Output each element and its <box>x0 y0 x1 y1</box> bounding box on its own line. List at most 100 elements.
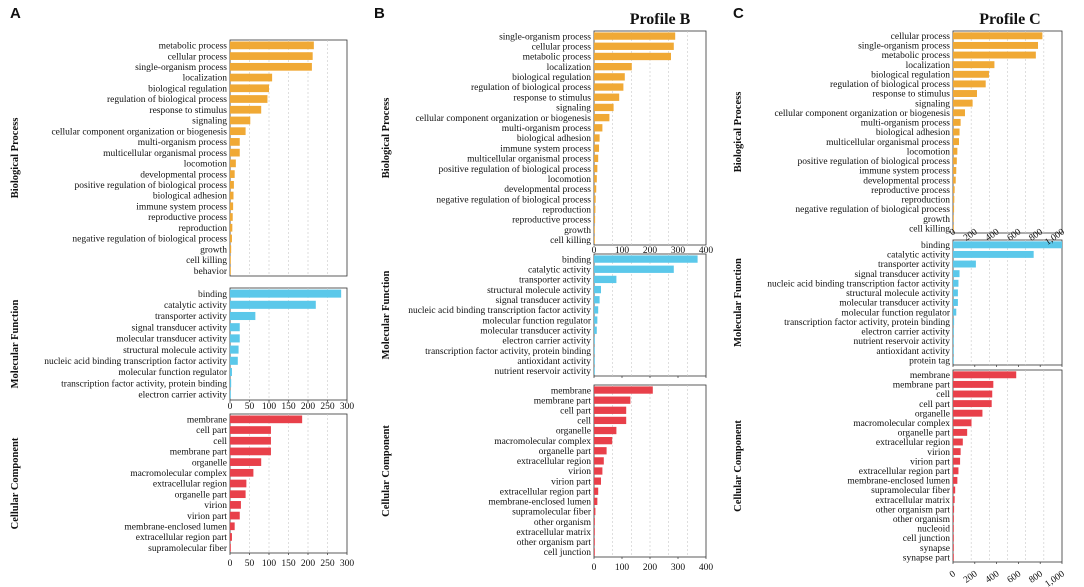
bar <box>230 95 268 103</box>
category-label: response to stimulus <box>872 90 950 100</box>
bar <box>594 103 614 112</box>
category-label: metabolic process <box>882 51 951 61</box>
bar <box>953 61 995 69</box>
category-label: other organism part <box>876 505 951 515</box>
bar <box>594 255 698 263</box>
category-label: response to stimulus <box>149 106 227 116</box>
category-label: locomotion <box>184 160 228 170</box>
tick-label: 0 <box>592 563 597 573</box>
category-label: positive regulation of biological proces… <box>798 156 951 167</box>
bar <box>953 41 1039 49</box>
bar <box>594 205 596 214</box>
bar <box>230 323 240 332</box>
tick-label: 200 <box>301 559 316 569</box>
bar <box>594 215 596 224</box>
category-label: localization <box>183 74 228 84</box>
section-label: Molecular Function <box>381 270 392 359</box>
category-label: behavior <box>194 267 228 277</box>
category-label: organelle part <box>898 429 951 439</box>
bar <box>953 476 958 484</box>
bar <box>953 157 957 165</box>
category-label: biological adhesion <box>517 134 591 144</box>
category-label: reproductive process <box>871 186 950 196</box>
category-label: molecular transducer activity <box>480 326 591 336</box>
category-label: structural molecule activity <box>123 346 227 356</box>
tick-label: 300 <box>671 246 686 256</box>
bar <box>230 501 241 509</box>
bar <box>594 195 596 203</box>
tick-label: 0 <box>228 559 233 569</box>
category-label: cellular component organization or bioge… <box>774 109 950 119</box>
bar <box>230 159 236 168</box>
bar <box>953 138 959 146</box>
bar <box>953 147 958 155</box>
section-label: Molecular Function <box>10 299 21 388</box>
bar <box>594 538 595 546</box>
bar <box>953 205 955 213</box>
bar <box>230 138 240 146</box>
category-label: organelle part <box>175 490 228 500</box>
category-label: other organism <box>534 518 592 528</box>
category-label: developmental process <box>504 185 591 195</box>
category-label: virion <box>927 448 950 458</box>
category-label: cell killing <box>909 224 950 234</box>
category-label: nucleic acid binding transcription facto… <box>767 278 950 289</box>
category-label: membrane-enclosed lumen <box>488 498 591 508</box>
bar <box>230 367 232 377</box>
category-label: extracellular matrix <box>516 528 591 538</box>
tick-label: 400 <box>699 563 714 573</box>
category-label: macromolecular complex <box>853 419 950 429</box>
bar <box>594 336 595 345</box>
tick-label: 100 <box>615 563 630 573</box>
bar <box>953 347 954 355</box>
category-label: signaling <box>556 104 591 114</box>
tick-label: 50 <box>245 559 255 569</box>
category-label: locomotion <box>548 175 592 185</box>
section-label: Biological Process <box>733 92 744 173</box>
bar <box>953 356 954 364</box>
category-label: signaling <box>192 117 227 127</box>
bar <box>230 84 269 93</box>
bar <box>953 90 977 97</box>
bar <box>594 113 610 122</box>
bar <box>230 202 234 211</box>
category-label: cellular component organization or bioge… <box>51 127 227 137</box>
bar <box>230 105 262 114</box>
bar <box>230 311 256 321</box>
category-label: extracellular region part <box>136 533 228 543</box>
bar <box>953 99 973 107</box>
bar <box>953 400 992 408</box>
category-label: extracellular region <box>876 438 950 448</box>
bar <box>230 390 231 399</box>
category-label: reproductive process <box>512 216 591 226</box>
category-label: extracellular region part <box>859 467 951 477</box>
category-label: molecular function regulator <box>841 307 951 318</box>
bar <box>953 279 959 287</box>
category-label: virion part <box>910 457 950 467</box>
tick-label: 150 <box>281 402 296 412</box>
category-label: antioxidant activity <box>517 357 591 367</box>
category-label: catalytic activity <box>164 301 227 311</box>
bar <box>953 524 954 532</box>
category-label: organelle part <box>539 447 592 457</box>
bar <box>230 543 231 552</box>
category-label: virion part <box>187 512 227 522</box>
bar <box>953 215 954 223</box>
bar <box>953 260 976 268</box>
section-label: Cellular Component <box>381 425 392 517</box>
bar <box>953 167 957 174</box>
bar <box>594 296 600 304</box>
tick-label: 800 <box>1028 569 1046 586</box>
bar <box>594 367 595 375</box>
panel-title: Profile B <box>630 11 691 28</box>
category-label: cellular process <box>891 32 951 42</box>
category-label: molecular function regulator <box>482 315 592 326</box>
bar <box>953 327 954 335</box>
section-label: Biological Process <box>381 98 392 179</box>
tick-label: 600 <box>1006 569 1024 586</box>
bar <box>953 318 955 326</box>
category-label: organelle <box>556 427 591 437</box>
